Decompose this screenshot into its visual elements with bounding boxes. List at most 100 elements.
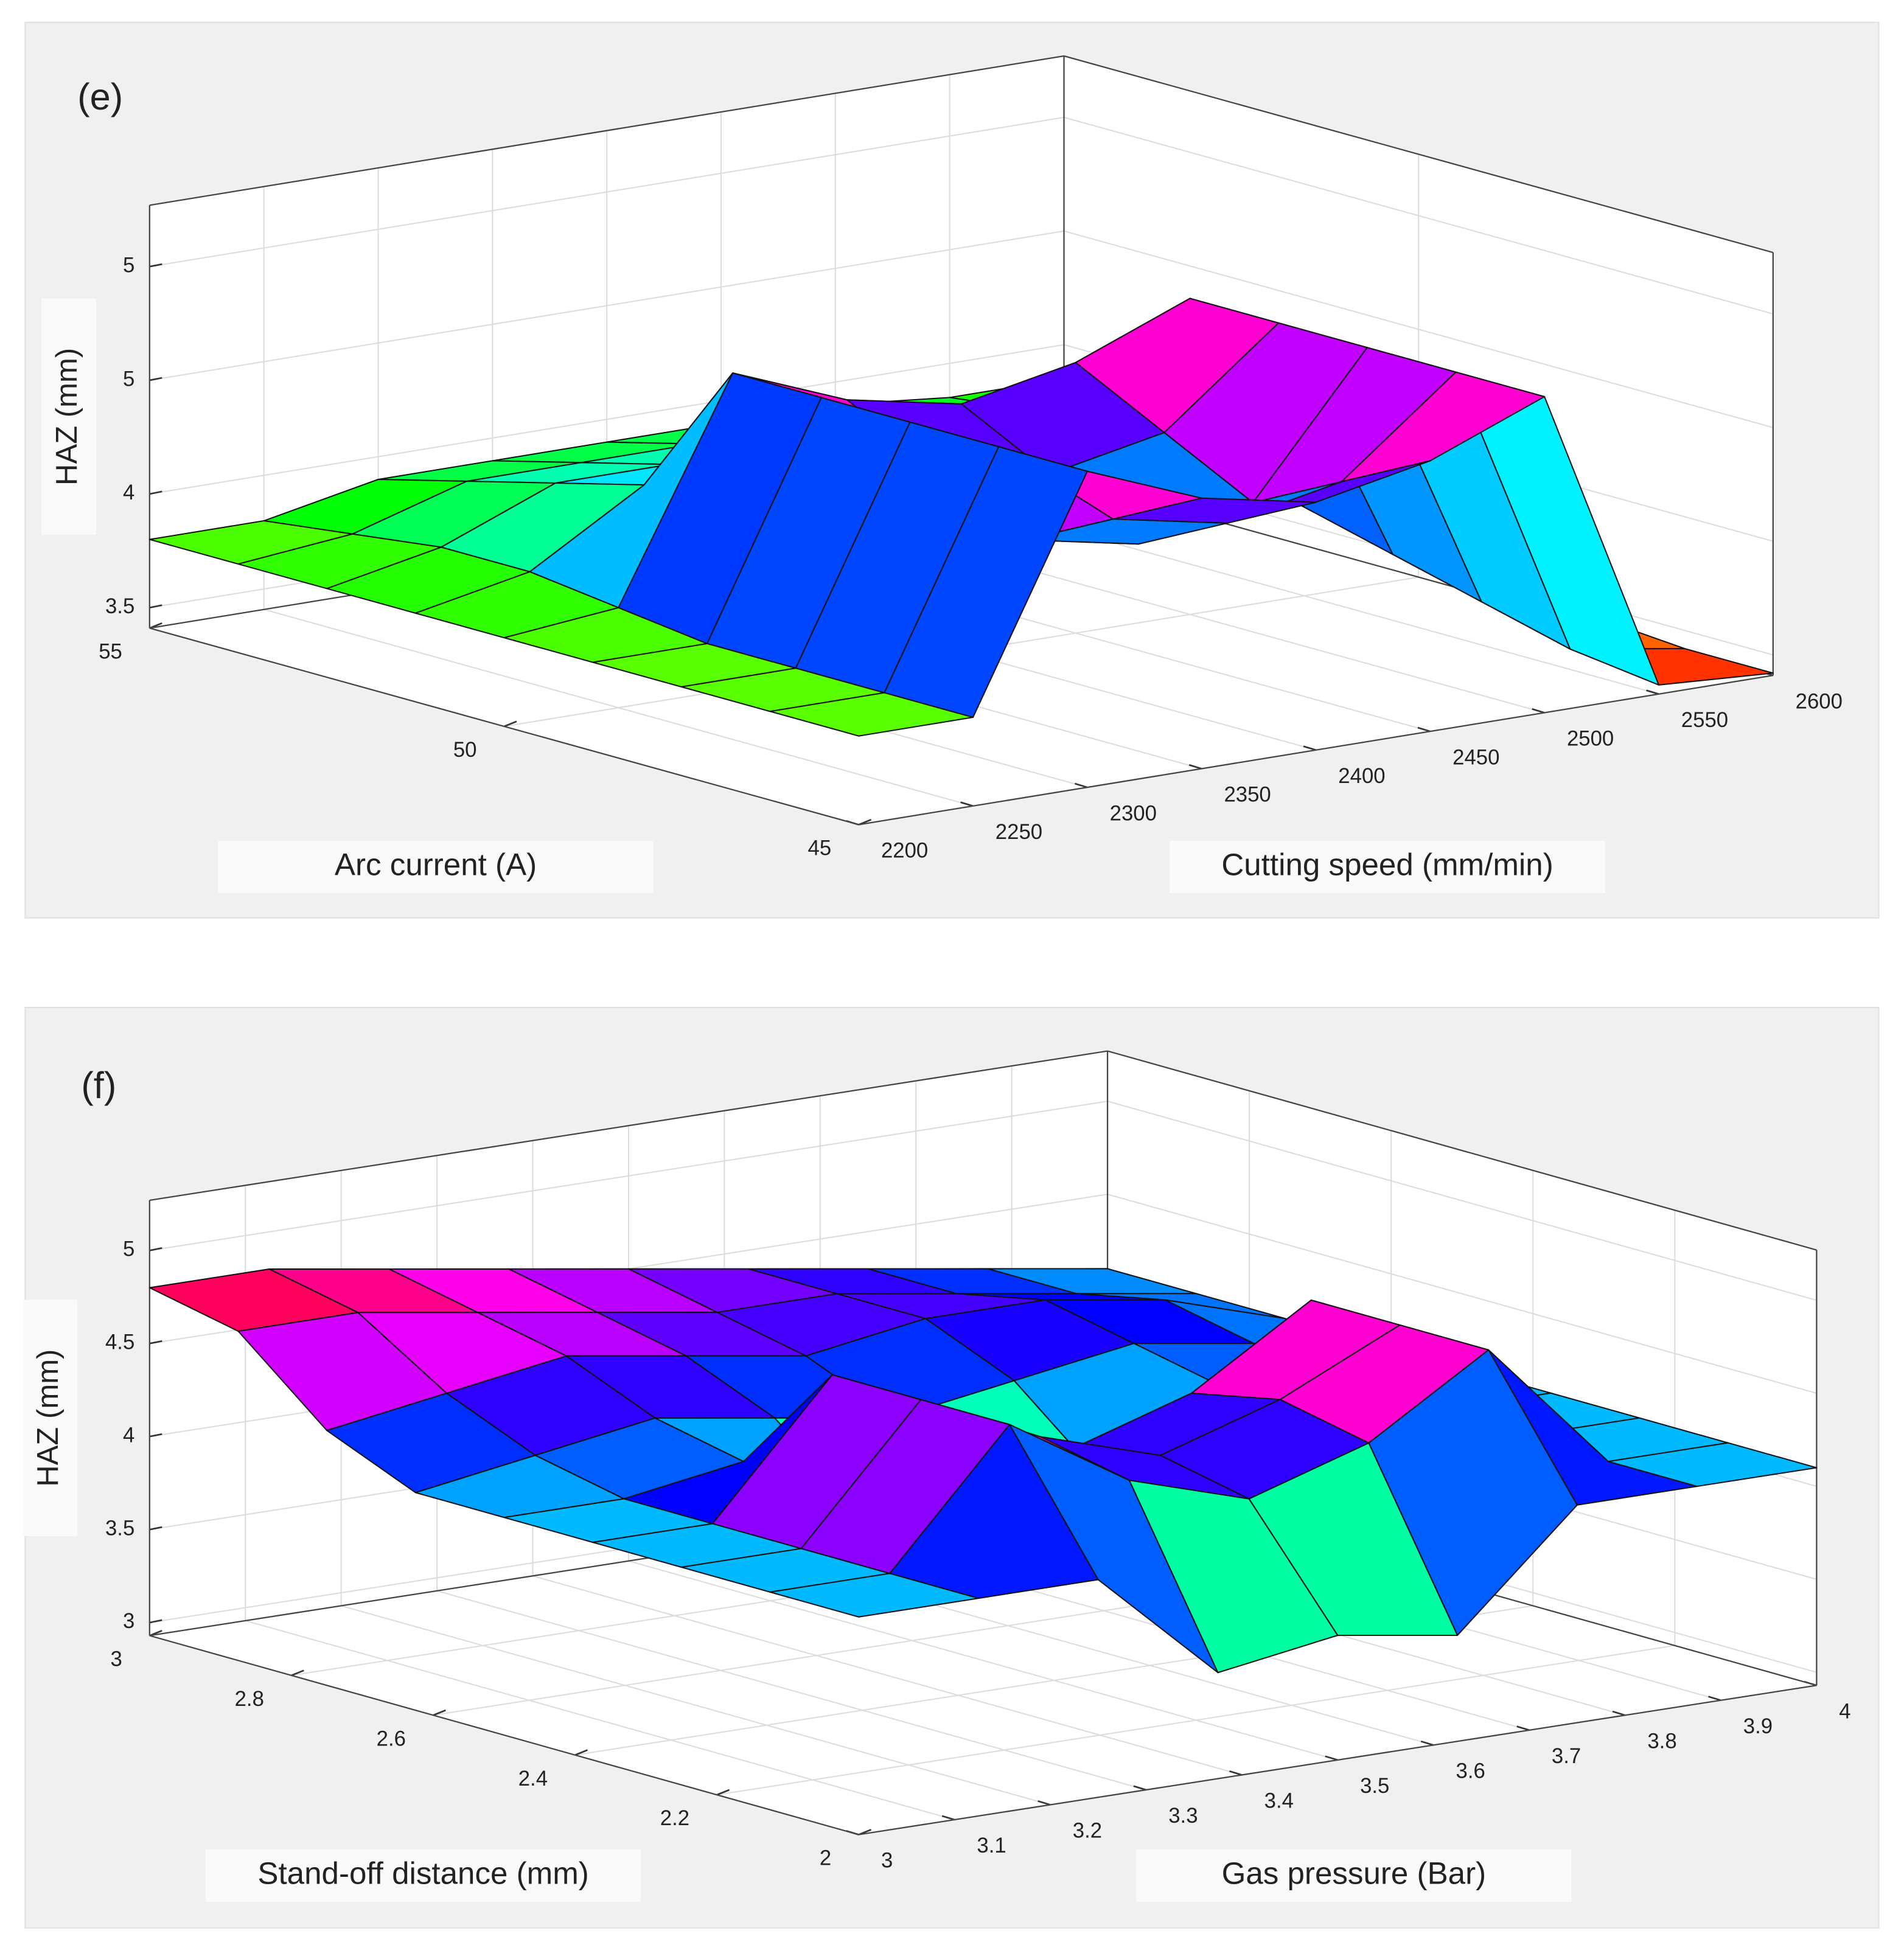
z-tick-label: 3.5 — [105, 595, 134, 618]
z-tick — [149, 1340, 162, 1345]
grid-line — [149, 1101, 1108, 1251]
grid-line — [341, 1605, 1051, 1806]
x-tick-label: 2200 — [881, 840, 928, 863]
x-tick — [1612, 1710, 1625, 1716]
x-axis-label: Gas pressure (Bar) — [1222, 1856, 1487, 1891]
label-box — [23, 1300, 78, 1536]
x-tick-label: 2450 — [1452, 746, 1499, 769]
panel-label: (e) — [77, 75, 123, 117]
surface-face — [769, 692, 974, 737]
x-tick-label: 3 — [881, 1849, 893, 1873]
y-tick-label: 55 — [99, 641, 122, 664]
x-tick — [1229, 1770, 1243, 1776]
grid-line — [1064, 230, 1774, 428]
panel-label: (f) — [81, 1064, 116, 1106]
label-box — [1136, 1849, 1572, 1902]
x-tick — [1420, 1740, 1434, 1746]
label-box — [1170, 841, 1605, 893]
grid-line — [532, 1575, 1243, 1776]
x-tick-label: 4 — [1839, 1700, 1850, 1723]
x-tick-label: 3.5 — [1360, 1775, 1389, 1798]
x-tick-label: 2500 — [1567, 728, 1614, 751]
z-tick — [149, 1433, 162, 1438]
y-axis-label: Stand-off distance (mm) — [257, 1856, 588, 1891]
panel: 2200225023002350240024502500255026004550… — [24, 21, 1880, 919]
grid-line — [245, 1620, 955, 1821]
x-tick — [1516, 1725, 1530, 1731]
y-tick-label: 50 — [453, 739, 477, 762]
z-tick — [149, 1247, 162, 1251]
y-tick-label: 45 — [808, 837, 832, 860]
y-tick-label: 2.8 — [235, 1688, 264, 1711]
x-tick-label: 3.8 — [1647, 1730, 1676, 1753]
x-tick-label: 2250 — [996, 821, 1042, 844]
label-box — [218, 841, 654, 893]
grid-line — [716, 1644, 1675, 1796]
y-tick-label: 2.6 — [377, 1727, 406, 1750]
x-tick — [1325, 1755, 1338, 1761]
y-axis-label: Arc current (A) — [335, 847, 537, 882]
axis-edge — [149, 55, 1064, 206]
x-tick-label: 3.7 — [1552, 1745, 1581, 1768]
grid-line — [1107, 1101, 1817, 1301]
z-tick — [149, 1526, 162, 1531]
axis-edge — [149, 1050, 1108, 1201]
y-tick — [574, 1749, 588, 1756]
z-tick-label: 4 — [123, 1424, 134, 1447]
x-tick — [960, 801, 974, 807]
z-tick-label: 5 — [123, 254, 134, 277]
x-tick-label: 3.3 — [1168, 1804, 1198, 1828]
axis-edge — [1107, 1050, 1817, 1251]
x-tick-label: 2300 — [1110, 802, 1157, 825]
axis-edge — [1064, 55, 1774, 254]
z-tick — [149, 490, 162, 495]
x-tick — [941, 1815, 955, 1821]
axis-edge — [858, 1685, 1817, 1835]
x-tick — [1037, 1800, 1051, 1806]
axis-edge — [149, 627, 859, 826]
y-tick — [291, 1669, 304, 1677]
y-tick — [504, 720, 517, 728]
grid-line — [628, 1560, 1338, 1761]
x-tick — [1646, 689, 1659, 695]
z-axis-label: HAZ (mm) — [32, 1349, 65, 1487]
surface-face — [769, 1573, 979, 1618]
y-tick — [433, 1709, 446, 1716]
label-box — [41, 298, 96, 535]
x-tick — [1075, 782, 1088, 788]
x-tick-label: 3.2 — [1073, 1820, 1102, 1843]
grid-line — [1064, 116, 1774, 315]
label-box — [205, 1849, 641, 1902]
z-tick-label: 3.5 — [105, 1517, 134, 1540]
x-tick — [1188, 764, 1202, 770]
z-tick-label: 5 — [123, 1238, 134, 1261]
x-tick-label: 3.1 — [977, 1834, 1006, 1857]
x-tick — [1417, 726, 1431, 732]
x-tick-label: 3.4 — [1264, 1790, 1294, 1813]
grid-line — [149, 116, 1064, 268]
x-tick-label: 2400 — [1338, 765, 1385, 788]
axis-edge — [858, 675, 1774, 826]
x-tick-label: 2600 — [1796, 690, 1843, 713]
x-tick — [1133, 1785, 1146, 1791]
z-tick-label: 3 — [123, 1610, 134, 1633]
x-tick — [1532, 708, 1545, 714]
grid-line — [1107, 1194, 1817, 1394]
grid-line — [149, 230, 1064, 381]
y-tick-label: 2.4 — [518, 1767, 548, 1790]
z-tick — [149, 1619, 162, 1624]
z-tick — [149, 263, 162, 268]
z-tick-label: 4.5 — [105, 1331, 134, 1354]
x-tick-label: 2550 — [1681, 709, 1728, 732]
grid-line — [149, 344, 1064, 495]
y-tick-label: 2.2 — [660, 1807, 689, 1830]
z-tick-label: 4 — [123, 481, 134, 504]
z-axis-label: HAZ (mm) — [51, 348, 83, 485]
x-tick-label: 2350 — [1224, 784, 1271, 807]
z-tick — [149, 377, 162, 381]
z-tick — [149, 604, 162, 609]
grid-line — [436, 1590, 1146, 1790]
y-tick-label: 2 — [820, 1847, 831, 1870]
